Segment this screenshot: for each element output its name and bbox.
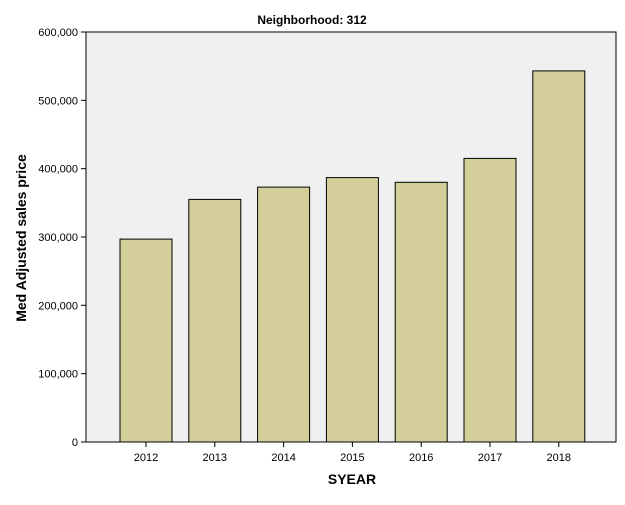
y-tick-label: 100,000 (38, 369, 78, 381)
bar-2015 (325, 177, 379, 443)
x-tick-label: 2017 (478, 452, 502, 464)
y-tick-label: 0 (72, 437, 78, 449)
x-axis-title: SYEAR (328, 471, 376, 487)
bar-2014 (257, 186, 311, 443)
bar-2018 (532, 70, 586, 443)
y-tick-label: 200,000 (38, 300, 78, 312)
x-axis: 2012 2013 2014 2015 2016 2017 2018 (134, 442, 571, 464)
bar-2013 (188, 198, 242, 443)
x-tick-label: 2013 (203, 452, 227, 464)
y-tick-label: 400,000 (38, 164, 78, 176)
x-tick-label: 2014 (271, 452, 295, 464)
y-tick-label: 300,000 (38, 232, 78, 244)
y-axis-title: Med Adjusted sales price (13, 154, 29, 322)
y-tick-label: 500,000 (38, 95, 78, 107)
bars-group (119, 70, 586, 443)
x-tick-label: 2018 (547, 452, 571, 464)
y-axis: 0 100,000 200,000 300,000 400,000 500,000 600,… (38, 27, 86, 449)
x-tick-label: 2016 (409, 452, 433, 464)
bar-2012 (119, 238, 173, 443)
x-tick-label: 2015 (340, 452, 364, 464)
bar-2017 (463, 157, 517, 443)
bar-2016 (394, 181, 448, 443)
chart-title: Neighborhood: 312 (257, 13, 367, 27)
y-tick-label: 600,000 (38, 27, 78, 39)
x-tick-label: 2012 (134, 452, 158, 464)
